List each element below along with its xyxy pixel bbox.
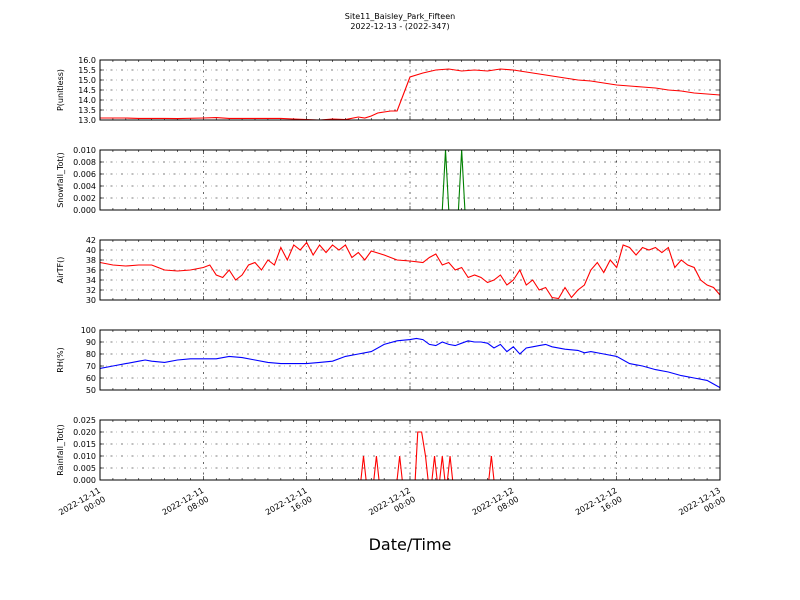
y-tick-label: 0.000 [73, 476, 96, 485]
chart-panels: 13.013.514.014.515.015.516.0 P(unitless) 0… [56, 56, 721, 485]
y-tick-label: 0.010 [73, 452, 96, 461]
y-tick-label: 0.000 [73, 206, 96, 215]
y-axis-label: Snowfall_Tot() [56, 152, 65, 208]
series-line [100, 431, 720, 480]
y-tick-label: 13.5 [78, 106, 96, 115]
chart-title-line2: 2022-12-13 - (2022-347) [350, 22, 449, 31]
y-tick-label: 80 [86, 350, 96, 359]
x-tick-label: 2022-12-1108:00 [161, 486, 211, 526]
y-tick-label: 0.015 [73, 440, 96, 449]
series-line [100, 337, 720, 389]
y-tick-label: 32 [86, 286, 96, 295]
x-tick-label: 2022-12-1100:00 [57, 486, 107, 526]
y-tick-label: 0.008 [73, 158, 96, 167]
panel-2: 0.000 0.002 0.004 0.006 0.008 0.010 Snowfall_T… [56, 146, 721, 215]
plot-frame [99, 149, 721, 211]
panel-1: 13.013.514.014.515.015.516.0 P(unitless) [56, 56, 721, 125]
plot-frame [99, 419, 721, 481]
y-axis-label: RH(%) [56, 347, 65, 372]
y-tick-label: 70 [86, 362, 96, 371]
plot-frame [99, 239, 721, 301]
y-tick-label: 15.5 [78, 66, 96, 75]
y-tick-label: 0.006 [73, 170, 96, 179]
plot-frame [99, 59, 721, 121]
plot-frame [99, 329, 721, 391]
y-axis-label: AirTF() [56, 257, 65, 284]
y-tick-label: 42 [86, 236, 96, 245]
y-tick-label: 0.020 [73, 428, 96, 437]
chart-title-line1: Site11_Baisley_Park_Fifteen [345, 12, 455, 21]
x-tick-label: 2022-12-1116:00 [264, 486, 314, 526]
x-tick-label: 2022-12-1200:00 [367, 486, 417, 526]
y-tick-label: 30 [86, 296, 96, 305]
panel-5: 0.000 0.005 0.010 0.015 0.020 0.025 Rainfall_T… [56, 416, 721, 485]
y-tick-label: 0.005 [73, 464, 96, 473]
y-axis-label: Rainfall_Tot() [56, 424, 65, 476]
y-tick-label: 14.0 [78, 96, 96, 105]
x-tick-label: 2022-12-1208:00 [471, 486, 521, 526]
x-tick-label: 2022-12-1300:00 [677, 486, 727, 526]
y-tick-label: 38 [86, 256, 96, 265]
y-tick-label: 36 [86, 266, 96, 275]
series-line [100, 150, 720, 210]
y-tick-label: 34 [86, 276, 96, 285]
x-tick-label: 2022-12-1216:00 [574, 486, 624, 526]
y-tick-label: 0.002 [73, 194, 96, 203]
panel-4: 50 60 70 80 90 100 RH(%) [56, 326, 721, 395]
y-tick-label: 15.0 [78, 76, 96, 85]
y-tick-label: 13.0 [78, 116, 96, 125]
y-axis-label: P(unitless) [56, 69, 65, 111]
x-axis-label: Date/Time [369, 535, 452, 554]
y-tick-label: 0.025 [73, 416, 96, 425]
series-line [100, 241, 720, 300]
y-tick-label: 0.004 [73, 182, 96, 191]
y-tick-label: 60 [86, 374, 96, 383]
y-tick-label: 14.5 [78, 86, 96, 95]
y-tick-label: 40 [86, 246, 96, 255]
y-tick-label: 0.010 [73, 146, 96, 155]
y-tick-label: 50 [86, 386, 96, 395]
y-tick-label: 100 [81, 326, 96, 335]
series-line [100, 68, 720, 120]
x-axis-ticks: 2022-12-1100:00 2022-12-1108:00 2022-12-11… [57, 486, 727, 526]
y-tick-label: 16.0 [78, 56, 96, 65]
y-tick-label: 90 [86, 338, 96, 347]
